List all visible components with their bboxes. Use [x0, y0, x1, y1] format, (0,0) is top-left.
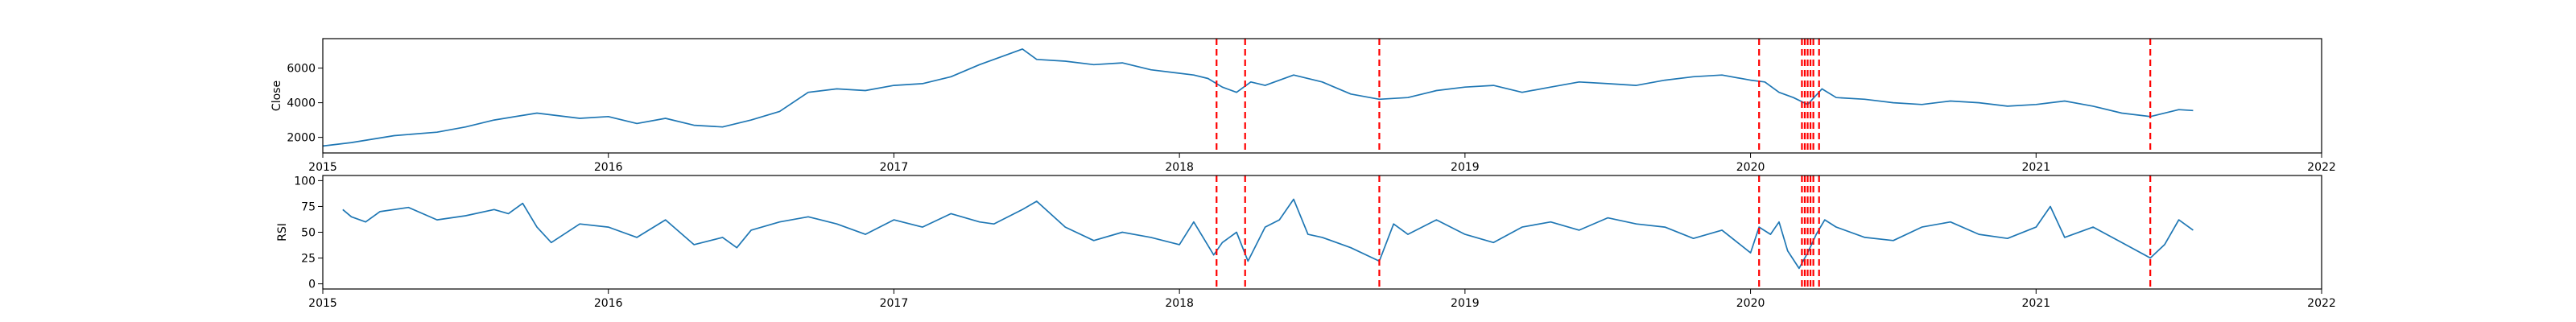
x-tick-label: 2022	[2307, 161, 2336, 174]
x-tick-label: 2015	[308, 161, 337, 174]
y-tick-label: 2000	[287, 132, 316, 145]
y-tick-label: 25	[301, 253, 316, 266]
y-axis-label: Close	[270, 80, 283, 111]
x-tick-label: 2018	[1165, 297, 1194, 310]
x-tick-label: 2020	[1736, 161, 1765, 174]
x-tick-label: 2021	[2021, 297, 2050, 310]
y-tick-label: 0	[308, 279, 316, 291]
series-line-1-0	[342, 198, 2194, 270]
x-tick-label: 2017	[880, 161, 909, 174]
y-tick-label: 6000	[287, 63, 316, 76]
y-tick-label: 100	[294, 175, 316, 188]
x-tick-label: 2022	[2307, 297, 2336, 310]
x-tick-label: 2019	[1451, 161, 1480, 174]
series-line-0-0	[322, 48, 2194, 147]
x-tick-label: 2016	[594, 161, 623, 174]
y-tick-label: 4000	[287, 97, 316, 110]
x-tick-label: 2020	[1736, 297, 1765, 310]
rsi-panel: 2015 2016 2017 2018 2019 2020 2021 2022 0 25 50 75 1…	[276, 175, 2336, 310]
y-tick-label: 75	[301, 200, 316, 213]
x-tick-label: 2017	[880, 297, 909, 310]
x-tick-label: 2015	[308, 297, 337, 310]
close-price-panel: 2015 2016 2017 2018 2019 2020 2021 2022 2000 4000…	[270, 38, 2336, 174]
plot-frame	[322, 38, 2322, 154]
y-axis-label: RSI	[276, 223, 289, 242]
y-tick-label: 50	[301, 227, 316, 240]
x-tick-label: 2021	[2021, 161, 2050, 174]
x-tick-label: 2019	[1451, 297, 1480, 310]
x-tick-label: 2018	[1165, 161, 1194, 174]
x-tick-label: 2016	[594, 297, 623, 310]
